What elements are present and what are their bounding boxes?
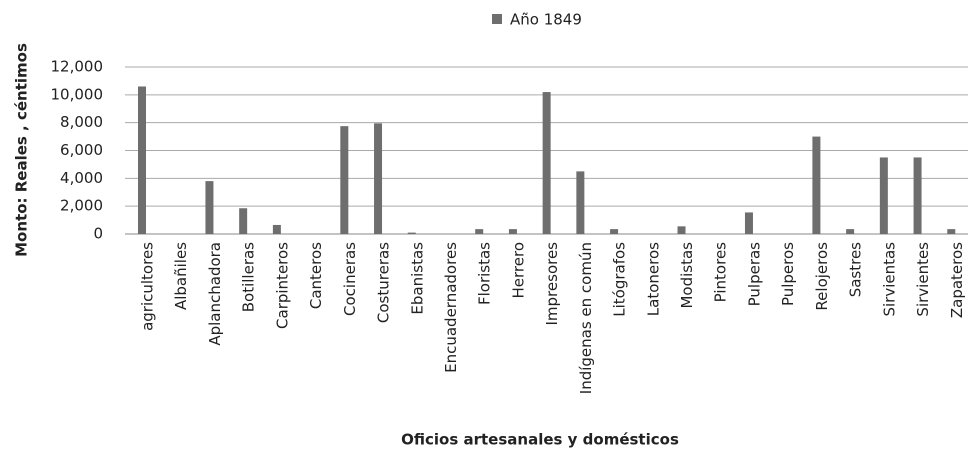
- bar: [407, 232, 416, 234]
- x-tick-label: Herrero: [509, 242, 527, 299]
- bar: [846, 229, 855, 234]
- bar: [205, 181, 214, 234]
- x-tick-label: Ebanistas: [408, 242, 426, 315]
- x-tick-label: Carpinteros: [273, 242, 291, 329]
- x-tick-label: Canteros: [307, 242, 325, 309]
- x-tick-label: Indígenas en común: [577, 242, 595, 394]
- bar: [542, 92, 551, 234]
- y-tick-label: 6,000: [60, 141, 103, 159]
- x-tick-label: Impresores: [543, 242, 561, 326]
- bar: [138, 86, 146, 234]
- bar: [239, 208, 248, 234]
- y-tick-label: 4,000: [60, 169, 103, 187]
- bar: [272, 224, 281, 234]
- x-tick-label: Cocineras: [341, 242, 359, 316]
- x-tick-label: Relojeros: [813, 242, 831, 311]
- x-tick-label: Pulperas: [745, 242, 763, 307]
- x-tick-label: Sirvientas: [880, 242, 898, 317]
- y-tick-label: 2,000: [60, 197, 103, 215]
- legend-label: Año 1849: [510, 11, 582, 29]
- x-tick-label: Litógrafos: [611, 242, 629, 317]
- bar: [340, 126, 349, 234]
- x-tick-label: Zapateros: [948, 242, 966, 318]
- y-tick-label: 0: [93, 225, 103, 243]
- bar: [610, 229, 619, 234]
- x-tick-label: agricultores: [139, 242, 157, 331]
- bar: [812, 136, 821, 234]
- y-tick-label: 12,000: [51, 58, 104, 76]
- x-tick-label: Encuadernadores: [442, 242, 460, 373]
- x-tick-label: Costureras: [375, 242, 393, 323]
- bar: [879, 157, 888, 234]
- bar: [475, 229, 484, 234]
- x-axis-title: Oficios artesanales y domésticos: [401, 431, 679, 449]
- x-tick-label: Latoneros: [644, 242, 662, 316]
- x-tick-label: Botilleras: [240, 242, 258, 312]
- bar: [947, 229, 956, 234]
- x-tick-label: Albañiles: [172, 242, 190, 310]
- bar: [374, 123, 383, 234]
- legend-swatch: [492, 14, 502, 24]
- bar: [744, 212, 753, 234]
- x-tick-label: Pulperos: [779, 242, 797, 306]
- bar: [677, 226, 686, 234]
- x-tick-label: Sastres: [847, 242, 865, 297]
- y-tick-label: 8,000: [60, 113, 103, 131]
- y-axis-title: Monto: Reales , céntimos: [13, 43, 31, 257]
- x-tick-label: Floristas: [476, 242, 494, 305]
- x-tick-label: Sirvientes: [914, 242, 932, 317]
- x-tick-label: Pintores: [712, 242, 730, 303]
- bar: [508, 229, 517, 234]
- bar: [576, 171, 585, 234]
- x-tick-label: Aplanchadora: [206, 242, 224, 346]
- x-tick-label: Modistas: [678, 242, 696, 309]
- y-tick-label: 10,000: [51, 85, 104, 103]
- bar: [913, 157, 922, 234]
